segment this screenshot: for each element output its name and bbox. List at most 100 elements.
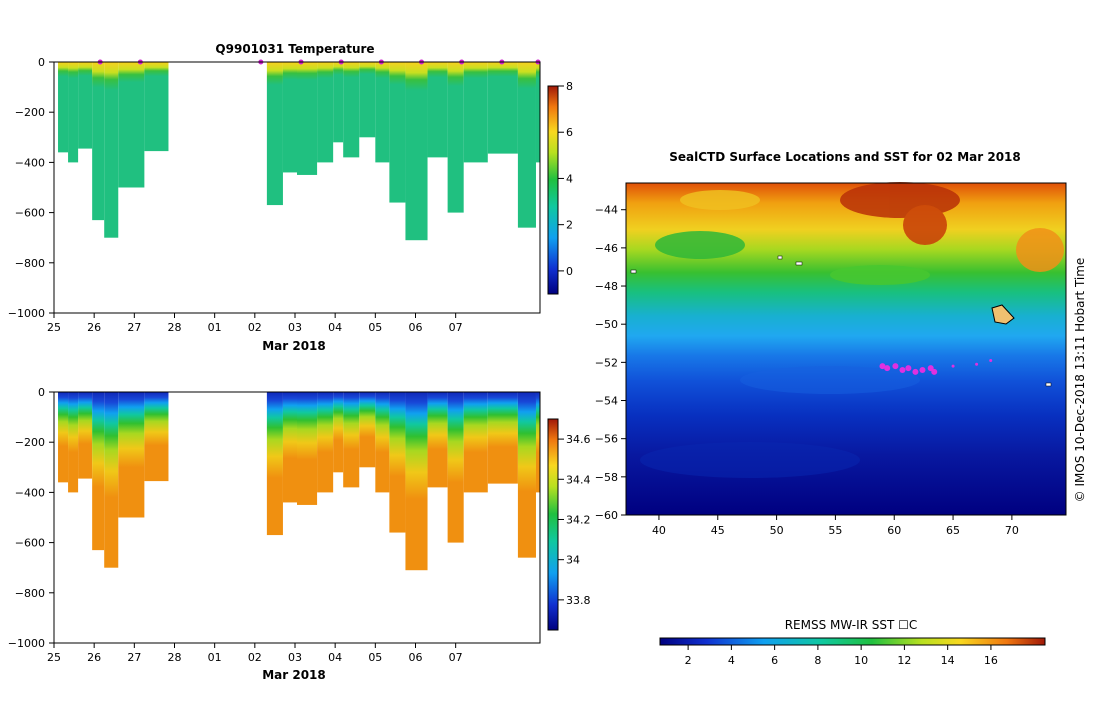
salinity-x-tick-label: 26	[87, 651, 101, 664]
temperature-profile-column	[68, 62, 79, 163]
salinity-colorbar-ticks: 34.6 34.4 34.2 34 33.8	[558, 433, 591, 607]
temperature-x-tick-label: 25	[47, 321, 61, 334]
temperature-plot-area	[53, 61, 541, 314]
sst-colorbar-tick-label: 8	[814, 654, 821, 667]
sst-colorbar-tick-label: 4	[728, 654, 735, 667]
seal-location	[912, 368, 919, 375]
temperature-profile-column	[487, 62, 518, 154]
salinity-colorbar-tick-label: 34.4	[566, 473, 591, 486]
sst-colorbar-tick-label: 14	[941, 654, 955, 667]
lat-tick-label: −56	[595, 433, 618, 446]
temperature-colorbar-tick-label: 8	[566, 80, 573, 93]
salinity-profile-column	[68, 392, 79, 493]
seal-location	[879, 363, 886, 370]
sst-colorbar-label: REMSS MW-IR SST ☐C	[785, 618, 918, 632]
salinity-profile-column	[118, 392, 145, 518]
temperature-y-tick-label: −1000	[8, 307, 45, 320]
salinity-panel: 0 −200 −400 −600 −800 −1000 25 26 27 28 01 02 03 04 0…	[8, 386, 591, 682]
temperature-profile-column	[535, 62, 540, 163]
salinity-y-tick-label: −800	[15, 587, 45, 600]
temperature-profile-column	[104, 62, 119, 238]
temperature-y-axis: 0 −200 −400 −600 −800 −1000	[8, 56, 54, 320]
salinity-profile-column	[375, 392, 390, 493]
temperature-y-tick-label: −200	[15, 106, 45, 119]
salinity-x-tick-label: 05	[368, 651, 382, 664]
salinity-profile-column	[427, 392, 448, 488]
sst-colorbar-tick-label: 12	[897, 654, 911, 667]
salinity-profile-column	[333, 392, 344, 473]
salinity-colorbar-tick-label: 34	[566, 554, 580, 567]
temperature-profile-column	[144, 62, 169, 152]
salinity-colorbar-tick-label: 34.6	[566, 433, 591, 446]
salinity-profile-column	[92, 392, 105, 551]
salinity-plot-area	[53, 391, 541, 644]
temperature-colorbar-tick-label: 6	[566, 126, 573, 139]
lon-tick-label: 50	[770, 524, 784, 537]
salinity-y-tick-label: −400	[15, 486, 45, 499]
lon-tick-label: 70	[1005, 524, 1019, 537]
seal-location	[927, 365, 934, 372]
salinity-profile-column	[359, 392, 376, 468]
temperature-y-tick-label: 0	[38, 56, 45, 69]
salinity-x-tick-label: 07	[449, 651, 463, 664]
temperature-colorbar-ticks: 8 6 4 2 0	[558, 80, 573, 278]
sst-colorbar-tick-label: 2	[685, 654, 692, 667]
salinity-profile-column	[282, 392, 297, 503]
temperature-profile-column	[343, 62, 360, 158]
seal-location	[975, 362, 979, 366]
salinity-colorbar-tick-label: 34.2	[566, 513, 591, 526]
salinity-profile-column	[405, 392, 428, 571]
seal-location	[919, 366, 926, 373]
temperature-x-tick-label: 04	[328, 321, 342, 334]
lon-tick-label: 55	[828, 524, 842, 537]
salinity-y-axis: 0 −200 −400 −600 −800 −1000	[8, 386, 54, 650]
salinity-x-axis: 25 26 27 28 01 02 03 04 05 06 07	[47, 643, 463, 664]
salinity-colorbar-tick-label: 33.8	[566, 594, 591, 607]
salinity-profile-column	[266, 392, 283, 536]
temperature-x-tick-label: 07	[449, 321, 463, 334]
salinity-profile-column	[58, 392, 69, 483]
salinity-profile-column	[535, 392, 540, 493]
seal-location	[989, 358, 993, 362]
temperature-colorbar-tick-label: 0	[566, 265, 573, 278]
temperature-colorbar-tick-label: 4	[566, 172, 573, 185]
temperature-panel: Q9901031 Temperature 0 −200 −400 −600 −800 −1…	[8, 42, 573, 353]
temperature-x-tick-label: 26	[87, 321, 101, 334]
lat-tick-label: −54	[595, 395, 618, 408]
temperature-profile-column	[389, 62, 406, 203]
sst-map-title: SealCTD Surface Locations and SST for 02…	[669, 150, 1021, 164]
salinity-colorbar	[547, 418, 559, 631]
salinity-profile-column	[144, 392, 169, 482]
temperature-x-tick-label: 27	[127, 321, 141, 334]
salinity-y-tick-label: −1000	[8, 637, 45, 650]
seal-location	[892, 363, 899, 370]
temperature-title: Q9901031 Temperature	[215, 42, 374, 56]
temperature-profile-column	[118, 62, 145, 188]
temperature-profile-column	[447, 62, 464, 213]
salinity-x-tick-label: 06	[408, 651, 422, 664]
imos-credit: © IMOS 10-Dec-2018 13:11 Hobart Time	[1073, 258, 1087, 503]
temperature-profile-column	[297, 62, 318, 175]
lon-tick-label: 45	[711, 524, 725, 537]
temperature-profile-column	[282, 62, 297, 173]
temperature-x-axis: 25 26 27 28 01 02 03 04 05 06 07	[47, 313, 463, 334]
temperature-heatmap	[58, 62, 540, 241]
salinity-y-tick-label: −200	[15, 436, 45, 449]
temperature-profile-column	[78, 62, 93, 149]
salinity-profile-column	[487, 392, 518, 484]
sst-lon-axis: 40 45 50 55 60 65 70	[652, 515, 1019, 537]
temperature-profile-column	[463, 62, 488, 163]
sst-warm-eddies	[640, 182, 1064, 478]
salinity-x-tick-label: 04	[328, 651, 342, 664]
lat-tick-label: −48	[595, 280, 618, 293]
seal-location	[899, 366, 906, 373]
salinity-x-label: Mar 2018	[262, 668, 326, 682]
sst-colorbar-tick-label: 16	[984, 654, 998, 667]
lat-tick-label: −52	[595, 356, 618, 369]
salinity-profile-column	[517, 392, 536, 558]
lat-tick-label: −44	[595, 204, 618, 217]
temperature-profile-column	[58, 62, 69, 153]
temperature-y-tick-label: −600	[15, 207, 45, 220]
salinity-x-tick-label: 01	[208, 651, 222, 664]
